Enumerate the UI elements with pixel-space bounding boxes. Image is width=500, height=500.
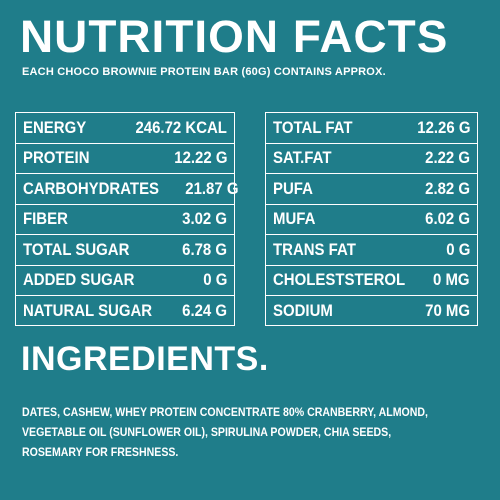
nutrient-value: 70 MG [425, 301, 470, 321]
nutrient-label: FIBER [23, 209, 68, 229]
ingredients-heading: INGREDIENTS. [21, 340, 269, 378]
ingredients-text: DATES, CASHEW, WHEY PROTEIN CONCENTRATE … [22, 407, 428, 459]
table-row: TOTAL FAT 12.26 G [266, 113, 477, 144]
table-row: TOTAL SUGAR 6.78 G [16, 235, 234, 266]
nutrient-label: SAT.FAT [273, 148, 332, 168]
nutrient-value: 12.22 G [173, 148, 227, 168]
nutrient-label: TOTAL FAT [273, 117, 353, 137]
serving-subtitle: EACH CHOCO BROWNIE PROTEIN BAR (60G) CON… [22, 66, 386, 78]
nutrient-value: 0 MG [433, 270, 470, 290]
nutrient-label: NATURAL SUGAR [23, 301, 153, 321]
nutrient-value: 2.82 G [425, 178, 470, 198]
nutrition-table-left: ENERGY 246.72 KCAL PROTEIN 12.22 G CARBO… [15, 112, 238, 327]
nutrient-value: 246.72 KCAL [135, 117, 227, 137]
nutrient-label: SODIUM [273, 301, 333, 321]
nutrient-label: PROTEIN [23, 148, 90, 168]
table-row: FIBER 3.02 G [16, 205, 234, 235]
nutrient-value: 6.78 G [182, 239, 227, 259]
nutrient-label: PUFA [273, 178, 313, 198]
table-row: TRANS FAT 0 G [266, 235, 477, 266]
nutrient-value: 3.02 G [182, 209, 227, 229]
nutrient-label: ENERGY [23, 117, 87, 137]
nutrient-value: 6.02 G [425, 209, 470, 229]
nutrient-value: 21.87 G [184, 178, 239, 198]
table-row: CARBOHYDRATES 21.87 G [16, 174, 238, 205]
table-row: SODIUM 70 MG [266, 296, 477, 327]
nutrient-value: 0 G [445, 239, 470, 259]
table-row: PROTEIN 12.22 G [16, 144, 234, 174]
nutrient-label: CARBOHYDRATES [23, 178, 160, 198]
table-row: MUFA 6.02 G [266, 205, 477, 235]
nutrition-table-right: TOTAL FAT 12.26 G SAT.FAT 2.22 G PUFA 2.… [265, 112, 478, 326]
nutrient-label: MUFA [273, 209, 316, 229]
nutrient-value: 0 G [202, 270, 227, 290]
table-row: NATURAL SUGAR 6.24 G [16, 296, 234, 327]
table-row: CHOLESTSTEROL 0 MG [266, 266, 477, 296]
nutrient-value: 6.24 G [182, 301, 227, 321]
table-row: ADDED SUGAR 0 G [16, 266, 234, 296]
nutrient-label: ADDED SUGAR [23, 270, 135, 290]
table-row: SAT.FAT 2.22 G [266, 144, 477, 174]
nutrient-label: TRANS FAT [273, 239, 356, 259]
nutrient-label: TOTAL SUGAR [23, 239, 130, 259]
nutrient-value: 12.26 G [416, 117, 470, 137]
table-row: PUFA 2.82 G [266, 174, 477, 205]
nutrient-label: CHOLESTSTEROL [273, 270, 406, 290]
page-title: NUTRITION FACTS [20, 11, 449, 62]
table-row: ENERGY 246.72 KCAL [16, 113, 234, 144]
nutrient-value: 2.22 G [425, 148, 470, 168]
